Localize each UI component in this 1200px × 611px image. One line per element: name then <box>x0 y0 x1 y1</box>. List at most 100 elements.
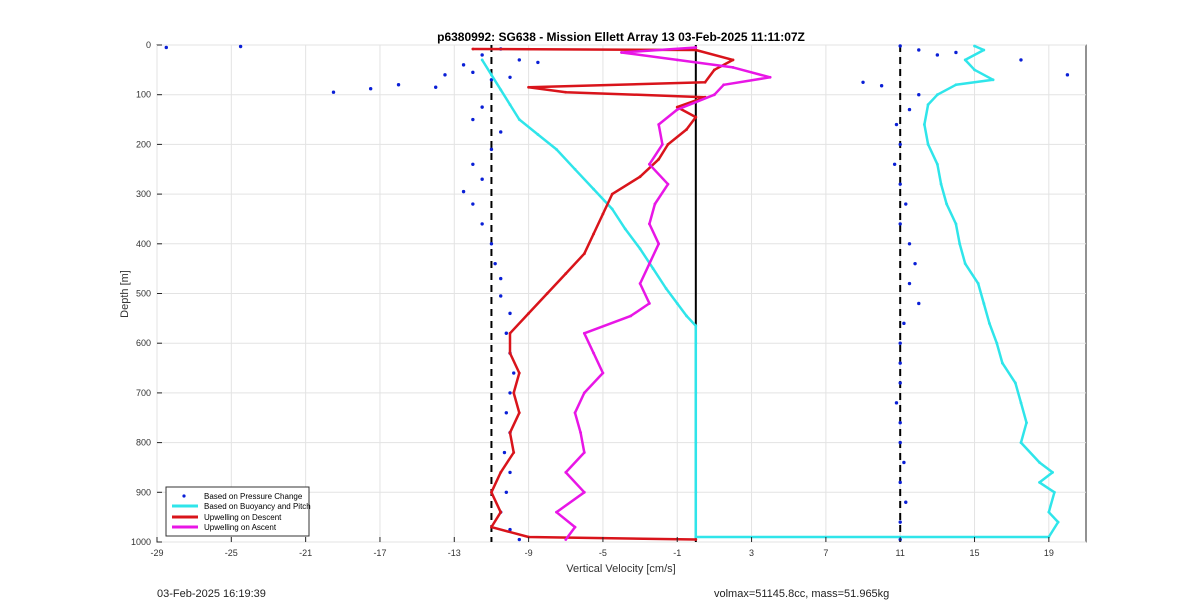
data-point <box>499 294 503 298</box>
data-point <box>601 212 605 216</box>
series-3 <box>555 46 772 541</box>
data-point <box>666 143 670 146</box>
data-point <box>573 167 577 171</box>
data-point <box>898 381 902 385</box>
x-tick-label: -21 <box>299 548 312 558</box>
data-point <box>907 242 912 246</box>
data-point <box>527 311 530 315</box>
data-point <box>493 261 497 266</box>
data-point <box>647 262 651 266</box>
data-point <box>610 192 614 196</box>
data-point <box>601 371 605 375</box>
data-point <box>508 351 512 355</box>
data-point <box>564 538 568 541</box>
data-point <box>499 471 503 474</box>
series-line <box>472 47 735 541</box>
data-point <box>480 222 484 226</box>
data-point <box>664 287 668 290</box>
data-point <box>647 162 651 166</box>
data-point <box>582 490 586 494</box>
data-point <box>480 53 484 57</box>
data-point <box>512 451 516 454</box>
data-point <box>471 162 475 166</box>
y-tick-label: 1000 <box>131 537 151 547</box>
data-point <box>623 227 627 231</box>
data-point <box>954 50 958 55</box>
data-point <box>564 272 568 276</box>
data-point <box>675 58 679 62</box>
data-point <box>490 490 493 494</box>
data-point <box>898 44 902 48</box>
x-tick-label: -25 <box>225 548 238 558</box>
data-point <box>508 527 512 532</box>
data-point <box>573 525 577 529</box>
x-tick-label: 19 <box>1044 548 1054 558</box>
data-point <box>504 490 509 494</box>
data-point <box>582 451 586 454</box>
x-tick-label: 3 <box>749 548 754 558</box>
data-point <box>517 371 521 375</box>
data-point <box>768 75 772 79</box>
data-point <box>660 143 664 146</box>
y-tick-label: 100 <box>136 90 151 100</box>
data-point <box>694 46 698 49</box>
data-point <box>504 331 509 335</box>
data-point <box>238 44 243 49</box>
data-point <box>508 431 512 435</box>
data-point <box>973 44 976 48</box>
data-point <box>879 84 884 88</box>
data-point <box>480 105 484 109</box>
y-tick-label: 600 <box>136 338 151 348</box>
data-point <box>898 361 902 365</box>
footer-timestamp: 03-Feb-2025 16:19:39 <box>157 588 266 600</box>
data-point <box>861 80 865 84</box>
data-point <box>638 175 642 179</box>
data-point <box>582 252 586 256</box>
data-point <box>907 107 912 112</box>
data-point <box>731 65 735 69</box>
data-point <box>694 48 698 52</box>
data-point <box>898 440 902 445</box>
data-point <box>675 108 679 112</box>
data-point <box>582 331 586 335</box>
data-point <box>545 292 549 295</box>
y-tick-label: 200 <box>136 139 151 149</box>
data-point <box>610 207 614 211</box>
y-tick-label: 900 <box>136 487 151 497</box>
data-point <box>694 535 698 539</box>
data-point <box>396 83 401 87</box>
data-point <box>592 232 596 236</box>
legend-label-ascent: Upwelling on Ascent <box>204 523 277 532</box>
data-point <box>1019 401 1023 405</box>
data-point <box>935 53 940 57</box>
data-point <box>731 58 735 62</box>
legend-label-descent: Upwelling on Descent <box>204 513 282 522</box>
data-point <box>1019 58 1023 62</box>
data-point <box>995 341 999 345</box>
series-1 <box>480 44 1060 539</box>
legend-label-buoyancy: Based on Buoyancy and Pitch <box>204 502 311 511</box>
data-point <box>935 93 939 97</box>
data-point <box>461 189 466 194</box>
data-point <box>508 75 512 80</box>
data-point <box>694 538 698 541</box>
data-point <box>512 391 516 395</box>
data-point <box>573 411 577 415</box>
data-point <box>991 78 995 82</box>
data-point <box>1053 490 1056 494</box>
data-point <box>675 302 679 305</box>
data-point <box>508 331 512 335</box>
data-point <box>926 143 930 146</box>
data-point <box>164 45 168 50</box>
data-point <box>536 60 540 65</box>
x-tick-label: 15 <box>970 548 980 558</box>
data-point <box>1000 361 1004 365</box>
footer-info: volmax=51145.8cc, mass=51.965kg <box>714 588 890 600</box>
data-point <box>976 282 980 285</box>
data-point <box>902 460 906 465</box>
data-point <box>502 450 507 455</box>
x-tick-label: 7 <box>823 548 828 558</box>
data-point <box>894 122 899 127</box>
data-point <box>1019 441 1023 444</box>
data-point <box>653 202 657 206</box>
